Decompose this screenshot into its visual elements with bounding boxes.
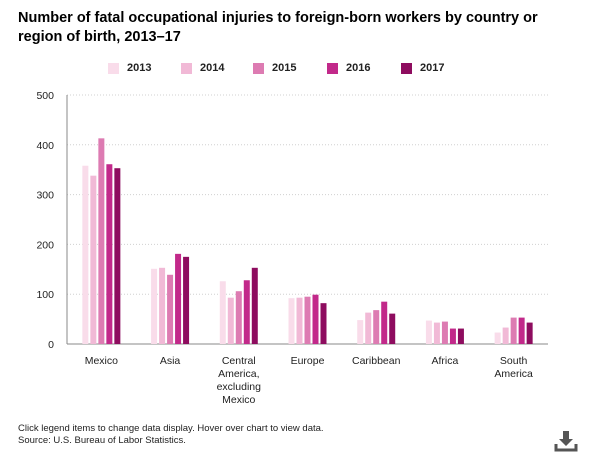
legend-label: 2015 bbox=[272, 62, 297, 74]
legend-item-2014[interactable]: 2014 bbox=[181, 58, 224, 78]
bar-2016 bbox=[106, 164, 113, 344]
bar-2015 bbox=[235, 291, 242, 344]
bar-2014 bbox=[296, 297, 303, 344]
bar-2017 bbox=[251, 267, 258, 344]
bar-2016 bbox=[449, 328, 456, 344]
x-category-label: Africa bbox=[432, 355, 459, 367]
footer-note: Click legend items to change data displa… bbox=[18, 423, 324, 434]
chart-footer: Click legend items to change data displa… bbox=[18, 423, 324, 446]
bar-2016 bbox=[175, 253, 182, 344]
legend-swatch bbox=[327, 62, 338, 74]
bar-2016 bbox=[243, 280, 250, 344]
bar-2013 bbox=[425, 320, 432, 344]
bar-2017 bbox=[114, 168, 121, 344]
bar-2017 bbox=[183, 256, 190, 344]
download-button[interactable] bbox=[553, 429, 579, 453]
bar-2014 bbox=[227, 297, 234, 344]
x-category-label: Europe bbox=[291, 355, 325, 367]
bar-2014 bbox=[365, 312, 372, 344]
bar-2017 bbox=[526, 322, 533, 344]
bar-2015 bbox=[373, 310, 380, 344]
y-tick-label: 200 bbox=[36, 239, 54, 251]
x-category-label: Caribbean bbox=[352, 355, 401, 367]
bar-2015 bbox=[441, 321, 448, 344]
bar-2016 bbox=[312, 294, 319, 344]
legend-item-2017[interactable]: 2017 bbox=[401, 58, 444, 78]
y-tick-label: 400 bbox=[36, 140, 54, 152]
y-tick-label: 100 bbox=[36, 289, 54, 301]
footer-source: Source: U.S. Bureau of Labor Statistics. bbox=[18, 434, 186, 446]
y-tick-label: 300 bbox=[36, 190, 54, 202]
chart-title: Number of fatal occupational injuries to… bbox=[18, 10, 538, 45]
bar-2014 bbox=[159, 267, 166, 344]
bar-2013 bbox=[494, 332, 501, 344]
bar-2015 bbox=[98, 138, 105, 344]
legend-swatch bbox=[108, 62, 119, 74]
x-category-label: Mexico bbox=[222, 394, 255, 406]
x-category-label: excluding bbox=[217, 381, 262, 393]
bar-2017 bbox=[320, 303, 327, 344]
bar-2014 bbox=[90, 175, 97, 344]
bar-2017 bbox=[389, 313, 396, 344]
x-category-label: Central bbox=[222, 355, 256, 367]
bar-2013 bbox=[82, 165, 89, 344]
x-category-label: Asia bbox=[160, 355, 181, 367]
bar-2016 bbox=[518, 317, 525, 344]
legend-label: 2013 bbox=[127, 62, 152, 74]
chart-legend: 2013 2014 2015 2016 2017 bbox=[0, 58, 595, 78]
legend-item-2016[interactable]: 2016 bbox=[327, 58, 370, 78]
download-icon bbox=[554, 431, 578, 452]
bar-2015 bbox=[510, 317, 517, 344]
legend-label: 2014 bbox=[200, 62, 225, 74]
x-category-label: America, bbox=[218, 368, 259, 380]
legend-swatch bbox=[253, 62, 264, 74]
bar-2015 bbox=[167, 274, 174, 344]
bar-2015 bbox=[304, 296, 311, 344]
legend-label: 2016 bbox=[346, 62, 371, 74]
legend-swatch bbox=[401, 62, 412, 74]
bar-2013 bbox=[219, 281, 226, 344]
bar-2013 bbox=[151, 268, 158, 344]
bar-2014 bbox=[433, 322, 440, 344]
x-category-label: America bbox=[494, 368, 533, 380]
y-tick-label: 500 bbox=[36, 90, 54, 102]
x-category-label: Mexico bbox=[85, 355, 118, 367]
legend-label: 2017 bbox=[420, 62, 445, 74]
legend-item-2015[interactable]: 2015 bbox=[253, 58, 296, 78]
bar-2014 bbox=[502, 327, 509, 344]
bar-2016 bbox=[381, 301, 388, 344]
bar-2013 bbox=[357, 320, 364, 344]
legend-item-2013[interactable]: 2013 bbox=[108, 58, 151, 78]
bar-2017 bbox=[457, 328, 464, 344]
legend-swatch bbox=[181, 62, 192, 74]
y-tick-label: 0 bbox=[48, 339, 54, 351]
x-category-label: South bbox=[500, 355, 528, 367]
bar-2013 bbox=[288, 298, 295, 344]
